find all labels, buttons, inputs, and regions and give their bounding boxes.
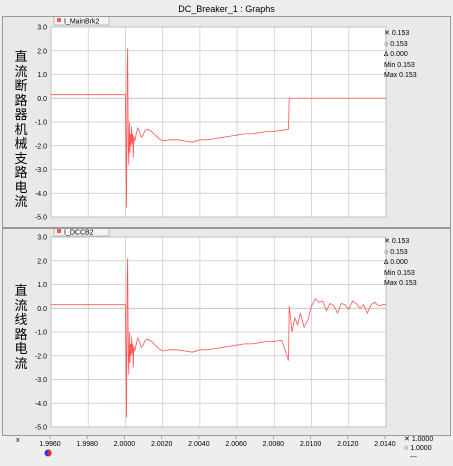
readout-max: Max 0.153 — [384, 280, 417, 287]
y-tick-label: -2.0 — [35, 353, 47, 360]
x-tick-label: 1.9960 — [39, 441, 61, 448]
readout-panel-mainbrk: ✕ 0.153 ○ 0.153 ∆ 0.000 Min 0.153 Max 0.… — [384, 29, 444, 82]
x-tick-label: 2.0000 — [114, 441, 136, 448]
y-tick-label: -4.0 — [35, 401, 47, 408]
side-label-dc-line-current: 直流线路电流 — [14, 284, 28, 372]
y-tick-label: -3.0 — [35, 167, 47, 174]
x-tick-label: 2.0140 — [374, 441, 396, 448]
x-tick-label: 2.0080 — [263, 441, 285, 448]
legend[interactable]: I_DCCB2 — [53, 229, 110, 237]
y-tick-label: -2.0 — [35, 143, 47, 150]
graph-panel-dccb[interactable]: 直流线路电流 3.0 2.0 1.0 0.0 -1.0 -2.0 -3.0 -4.0 -5.0 I… — [2, 228, 451, 436]
x-axis-label: x — [16, 437, 20, 444]
readout-panel-dccb: ✕ 0.153 ○ 0.153 ∆ 0.000 Min 0.153 Max 0.… — [384, 237, 444, 290]
readout-delta: ∆ 0.000 — [384, 259, 408, 266]
readout-x: ✕ 0.153 — [384, 238, 410, 245]
y-tick-label: 2.0 — [37, 48, 47, 55]
legend-swatch — [57, 18, 61, 22]
y-tick-label: -5.0 — [35, 425, 47, 432]
y-tick-label: 3.0 — [37, 235, 47, 242]
y-tick-label: -3.0 — [35, 377, 47, 384]
series-line — [51, 258, 386, 418]
cursor-readout: ✕ 1.0000 ○ 1.0000 --- — [404, 436, 434, 461]
y-tick-label: -5.0 — [35, 215, 47, 222]
readout-max: Max 0.153 — [384, 72, 417, 79]
legend-label: I_MainBrk2 — [64, 19, 100, 26]
y-tick-label: -1.0 — [35, 120, 47, 127]
legend-label: I_DCCB2 — [64, 230, 94, 237]
x-axis[interactable]: 1.9960 1.9980 2.0000 2.0020 2.0040 2.0060 2.00… — [0, 436, 453, 464]
x-tick-label: 2.0120 — [337, 441, 359, 448]
legend-swatch — [57, 229, 61, 233]
y-tick-label: 2.0 — [37, 258, 47, 265]
readout-x: ✕ 0.153 — [384, 30, 410, 37]
y-tick-label: -4.0 — [35, 191, 47, 198]
window-title: DC_Breaker_1 : Graphs — [178, 4, 275, 14]
readout-min: Min 0.153 — [384, 61, 415, 69]
y-tick-label: -1.0 — [35, 330, 47, 337]
readout-o: ○ 0.153 — [384, 248, 408, 256]
y-tick-label: 1.0 — [37, 282, 47, 289]
chart-dccb[interactable]: 3.0 2.0 1.0 0.0 -1.0 -2.0 -3.0 -4.0 -5.0 I_DCCB2 — [3, 229, 450, 435]
y-tick-label: 0.0 — [37, 96, 47, 103]
cursor-marker-icon[interactable] — [44, 449, 52, 457]
series-line — [51, 48, 386, 208]
readout-min: Min 0.153 — [384, 269, 415, 277]
side-label-mechanical-branch-current: 直流断路器机械支路电流 — [14, 50, 28, 210]
x-tick-label: 2.0100 — [300, 441, 322, 448]
x-tick-label: 2.0040 — [188, 441, 210, 448]
chart-mainbrk[interactable]: 3.0 2.0 1.0 0.0 -1.0 -2.0 -3.0 -4.0 -5.0 I_MainBr… — [3, 17, 450, 227]
readout-delta: ∆ 0.000 — [384, 51, 408, 58]
y-tick-label: 1.0 — [37, 72, 47, 79]
y-tick-label: 3.0 — [37, 25, 47, 32]
y-tick-label: 0.0 — [37, 306, 47, 313]
readout-o: ○ 0.153 — [384, 40, 408, 48]
x-tick-label: 1.9980 — [77, 441, 99, 448]
x-tick-label: 2.0020 — [151, 441, 173, 448]
graph-panel-mainbrk[interactable]: 直流断路器机械支路电流 3.0 2.0 1.0 0.0 -1.0 -2.0 -3.0 -4.0… — [2, 16, 451, 228]
legend[interactable]: I_MainBrk2 — [53, 17, 110, 26]
x-tick-label: 2.0060 — [225, 441, 247, 448]
